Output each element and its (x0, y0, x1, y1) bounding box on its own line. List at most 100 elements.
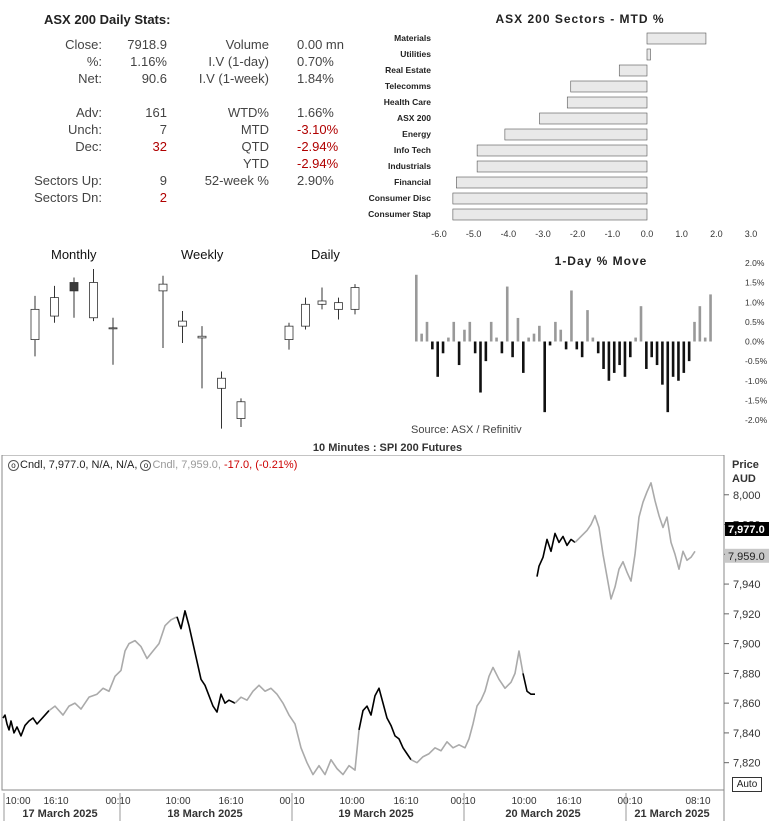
sector-bar (476, 160, 648, 173)
stat-value: 0.00 mn (297, 37, 344, 52)
weekly-title: Weekly (181, 247, 224, 262)
legend-eye-icon[interactable]: o (8, 459, 19, 471)
time-tick-label: 08:10 (685, 796, 710, 807)
day-move-bar (495, 337, 498, 342)
legend-eye-icon-secondary[interactable]: o (140, 459, 152, 471)
sector-mtd-chart: ASX 200 Sectors - MTD % Materials Utiliti… (368, 12, 758, 239)
day-move-bar (698, 306, 702, 342)
futures-line-primary (522, 673, 535, 696)
futures-line-secondary (574, 482, 696, 600)
time-tick-label: 10:00 (165, 796, 190, 807)
day-y-tick: 1.0% (745, 297, 765, 307)
day-move-bar (473, 341, 477, 354)
stat-label: Dec: (75, 139, 102, 154)
day-move-bar (484, 341, 488, 362)
date-label: 19 March 2025 (338, 808, 413, 820)
day-move-bar (612, 341, 616, 373)
sector-x-tick: -1.0 (605, 229, 621, 239)
day-move-bar (580, 341, 584, 358)
sector-bar (646, 32, 707, 45)
day-move-bar (452, 321, 456, 342)
day-move-bar (527, 337, 530, 342)
day-move-bar (623, 341, 627, 377)
sector-bar (452, 192, 648, 205)
time-tick-label: 10:00 (339, 796, 364, 807)
day-move-bar (522, 341, 525, 373)
time-tick-label: 16:10 (43, 796, 68, 807)
day-move-bar (436, 341, 439, 377)
day-y-tick: 0.5% (745, 317, 765, 327)
stat-label: I.V (1-week) (198, 71, 269, 86)
day-move-bar (559, 329, 563, 342)
day-move-bar (596, 341, 600, 354)
day-y-tick: 2.0% (745, 258, 765, 268)
day-move-bar (639, 306, 643, 342)
price-axis-label-1: Price (732, 459, 759, 471)
day-move-bar (570, 290, 573, 342)
day-move-bar (441, 341, 445, 354)
candle-body (89, 282, 98, 319)
day-move-bar (516, 317, 520, 342)
candle-body (317, 300, 327, 305)
date-label: 21 March 2025 (634, 808, 709, 820)
candle-body (178, 320, 187, 327)
day-y-tick: -0.5% (745, 356, 768, 366)
stat-value: 2.90% (297, 173, 334, 188)
day-move-bar (457, 341, 461, 366)
futures-line-secondary (48, 616, 178, 716)
day-move-bar (655, 341, 659, 366)
sector-bar (570, 80, 648, 93)
legend-secondary: Cndl, 7,959.0, (152, 459, 221, 471)
price-axis-label-2: AUD (732, 473, 756, 485)
stat-value: 1.84% (297, 71, 334, 86)
day-move-bar (709, 294, 712, 342)
day-move-bar (500, 341, 504, 354)
day-move-bar (415, 274, 418, 342)
time-tick-label: 16:10 (218, 796, 243, 807)
last-price-secondary: 7,959.0 (728, 551, 765, 563)
candlestick-charts (30, 269, 360, 429)
candle-body (108, 327, 118, 330)
day-move-bar (645, 341, 648, 369)
day-y-tick: -1.0% (745, 376, 768, 386)
sector-bar (504, 128, 648, 141)
legend-change: -17.0, (-0.21%) (224, 459, 298, 471)
stat-label: Adv: (75, 105, 102, 120)
futures-chart[interactable]: Price AUD 8,0007,9807,9607,9407,9207,900… (0, 455, 775, 821)
day-move-bar (538, 325, 541, 342)
stat-label: Net: (78, 71, 102, 86)
stat-label: YTD (243, 156, 269, 171)
futures-line-secondary (410, 650, 524, 764)
day-move-bar (671, 341, 675, 377)
sector-x-tick: 2.0 (710, 229, 723, 239)
sector-bar (539, 112, 648, 125)
stat-value: 32 (152, 139, 167, 154)
futures-line-primary (176, 610, 236, 713)
candle-body (69, 282, 79, 292)
date-label: 18 March 2025 (167, 808, 242, 820)
time-tick-label: 10:00 (511, 796, 536, 807)
candle-body (334, 302, 343, 310)
candle-body (197, 335, 207, 339)
futures-line-primary (536, 532, 576, 577)
one-day-title: 1-Day % Move (555, 254, 648, 268)
sector-label: Materials (394, 33, 431, 43)
candle-body (30, 308, 40, 341)
day-move-bar (661, 341, 664, 385)
day-move-bar (575, 341, 579, 350)
sector-label: Info Tech (394, 145, 431, 155)
sector-bar (618, 64, 648, 77)
day-move-bar (677, 341, 680, 381)
candle-body (301, 303, 310, 327)
day-move-bar (607, 341, 611, 381)
sector-x-tick: 3.0 (745, 229, 758, 239)
sector-bar (566, 96, 648, 109)
day-move-bar (463, 329, 466, 342)
auto-scale-button[interactable]: Auto (732, 777, 762, 792)
day-y-tick: -1.5% (745, 395, 768, 405)
day-move-bar (420, 333, 423, 342)
sector-chart-title: ASX 200 Sectors - MTD % (495, 12, 664, 26)
date-label: 20 March 2025 (505, 808, 580, 820)
sector-x-tick: -6.0 (431, 229, 447, 239)
futures-line-primary (358, 687, 412, 761)
